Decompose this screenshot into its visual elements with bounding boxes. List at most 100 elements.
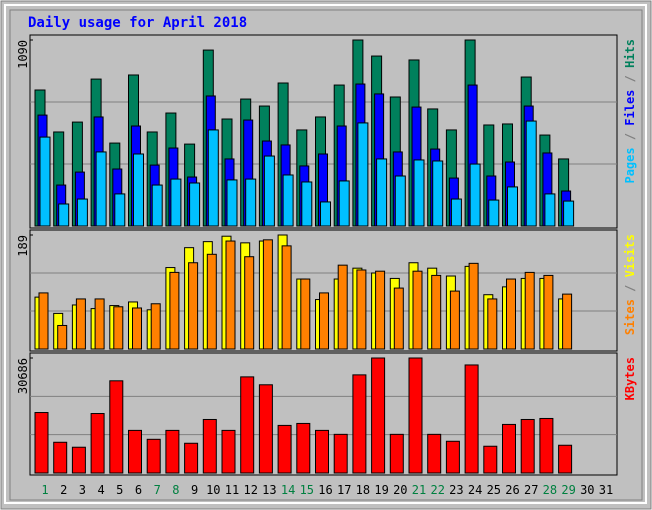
x-tick-label: 19 [374, 483, 388, 497]
bar [245, 178, 257, 227]
legend-entry: Sites [623, 299, 637, 335]
bar [319, 292, 329, 350]
bar [356, 269, 367, 350]
bar [524, 271, 535, 350]
x-tick-label: 7 [154, 483, 161, 497]
bar [412, 270, 423, 350]
bar [53, 441, 68, 474]
bar [300, 278, 311, 350]
x-tick-label: 28 [543, 483, 557, 497]
bar [320, 201, 331, 227]
bar [263, 155, 275, 227]
bar [469, 163, 481, 227]
x-tick-label: 3 [79, 483, 86, 497]
x-tick-label: 29 [561, 483, 575, 497]
x-tick-label: 27 [524, 483, 538, 497]
legend: Sites / Visits [623, 234, 637, 335]
bar [468, 262, 479, 350]
x-tick-label: 10 [206, 483, 220, 497]
bar [488, 199, 500, 227]
bar [39, 136, 51, 227]
x-tick-label: 9 [191, 483, 198, 497]
x-tick-label: 25 [487, 483, 501, 497]
bevel [4, 4, 647, 504]
bar [413, 159, 425, 227]
bevel [9, 9, 643, 501]
x-tick-label: 15 [300, 483, 314, 497]
bar [240, 376, 255, 474]
bar [389, 433, 404, 474]
bar [75, 298, 86, 350]
x-tick-label: 30 [580, 483, 594, 497]
x-tick-label: 16 [318, 483, 332, 497]
bar [206, 253, 217, 350]
x-tick-label: 1 [41, 483, 48, 497]
bar [539, 417, 554, 474]
bar [408, 357, 423, 474]
bar [562, 293, 573, 350]
bar [525, 120, 537, 227]
bar [544, 193, 556, 227]
bar [184, 442, 199, 474]
bar [150, 303, 161, 350]
bar [57, 324, 68, 350]
bar [202, 418, 217, 474]
bar [375, 270, 386, 350]
bar [244, 256, 255, 350]
legend-separator: / [623, 126, 637, 148]
bar [449, 290, 460, 350]
bar [58, 203, 70, 227]
x-tick-label: 31 [599, 483, 613, 497]
bar [109, 380, 124, 474]
y-tick-label: 189 [16, 235, 30, 257]
bar [282, 174, 294, 227]
legend-separator: / [623, 277, 637, 299]
bar [338, 180, 350, 227]
bar [189, 182, 201, 227]
bar [333, 433, 348, 474]
bar [337, 264, 348, 350]
legend-entry: Files [623, 90, 637, 126]
chart-title: Daily usage for April 2018 [28, 15, 247, 31]
bar [558, 444, 573, 474]
x-tick-label: 26 [505, 483, 519, 497]
bar [165, 429, 180, 474]
bar [76, 198, 88, 227]
bar [114, 193, 126, 227]
bar [277, 424, 292, 474]
bar [506, 278, 516, 350]
bar [464, 364, 479, 474]
x-tick-label: 20 [393, 483, 407, 497]
bar [315, 429, 329, 474]
bar [543, 274, 554, 350]
bar [146, 438, 161, 474]
x-tick-label: 2 [60, 483, 67, 497]
bar [38, 292, 49, 350]
x-tick-label: 11 [225, 483, 239, 497]
bar [113, 306, 124, 350]
bar [90, 413, 105, 474]
x-tick-label: 18 [356, 483, 370, 497]
bar [393, 287, 404, 350]
bar [133, 153, 144, 227]
bar [296, 422, 311, 474]
legend: Pages / Files / Hits [623, 39, 637, 184]
bar [445, 440, 460, 474]
bar [226, 179, 238, 227]
bar [225, 240, 236, 350]
x-tick-label: 8 [172, 483, 179, 497]
bar [431, 274, 442, 350]
bar [563, 200, 575, 227]
bar [188, 262, 199, 350]
legend-entry: Hits [623, 39, 637, 68]
x-tick-label: 13 [262, 483, 276, 497]
x-tick-label: 12 [243, 483, 257, 497]
x-tick-label: 23 [449, 483, 463, 497]
legend-entry: Visits [623, 234, 637, 277]
y-tick-label: 30686 [16, 358, 30, 394]
bar [151, 184, 163, 227]
bar [281, 245, 292, 350]
x-tick-label: 6 [135, 483, 142, 497]
legend-entry: Pages [623, 147, 637, 183]
